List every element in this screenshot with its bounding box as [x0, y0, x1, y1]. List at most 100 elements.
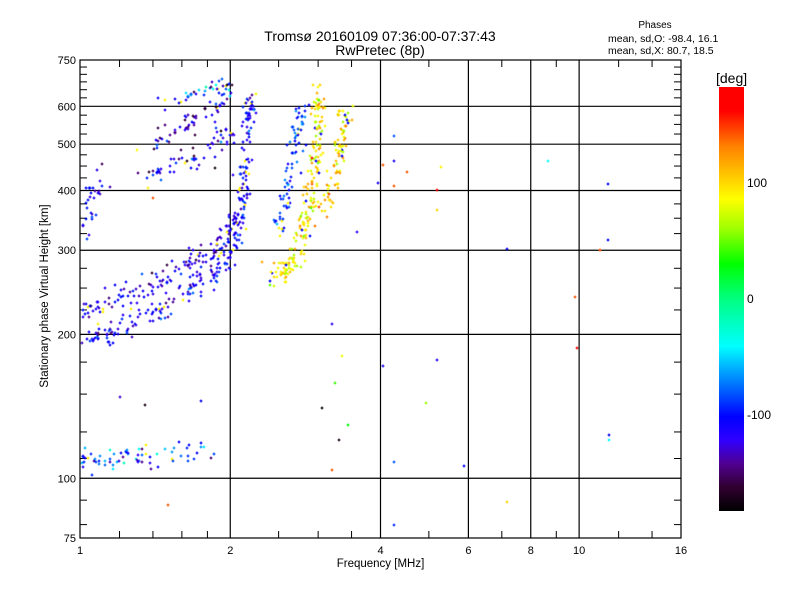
data-point	[227, 82, 231, 86]
data-point	[126, 327, 130, 331]
data-point	[274, 270, 278, 274]
data-point	[122, 461, 126, 465]
data-point	[111, 463, 115, 467]
data-point	[318, 126, 322, 130]
data-point	[219, 140, 223, 144]
tick-labels: 1 2 4 6 8 10 16 75 100 200 300 400 500 600 750	[58, 55, 687, 557]
data-point	[288, 140, 292, 144]
data-point	[103, 463, 107, 467]
data-point	[216, 236, 220, 240]
data-point	[159, 178, 163, 182]
data-point	[300, 122, 304, 126]
data-point	[227, 240, 231, 244]
data-point	[212, 452, 216, 456]
data-point	[203, 106, 207, 110]
data-point	[297, 106, 301, 110]
data-point	[101, 310, 105, 314]
data-point	[218, 104, 222, 108]
data-point	[111, 467, 115, 471]
data-point	[195, 167, 199, 171]
data-point	[140, 447, 144, 451]
data-point	[135, 458, 139, 462]
data-point	[607, 438, 611, 442]
data-point	[306, 221, 310, 225]
data-point	[124, 280, 128, 284]
data-point	[314, 134, 318, 138]
data-point	[133, 322, 137, 326]
data-point	[293, 247, 297, 251]
data-point	[91, 339, 95, 343]
data-point	[195, 451, 199, 455]
data-point	[202, 445, 206, 449]
data-point	[173, 131, 177, 135]
data-point	[84, 217, 88, 221]
data-point	[297, 111, 301, 115]
data-point	[305, 216, 309, 220]
data-point	[405, 170, 409, 174]
data-point	[244, 178, 248, 182]
data-point	[315, 126, 319, 130]
data-point	[147, 282, 151, 286]
data-point	[134, 287, 138, 291]
data-point	[191, 248, 195, 252]
data-point	[163, 108, 167, 112]
data-point	[245, 196, 249, 200]
data-point	[199, 294, 203, 298]
data-point	[275, 275, 279, 279]
data-point	[312, 200, 316, 204]
data-point	[158, 136, 162, 140]
data-point	[312, 157, 316, 161]
data-point	[162, 305, 166, 309]
data-point	[204, 115, 208, 119]
data-point	[120, 317, 124, 321]
data-point	[91, 186, 95, 190]
data-point	[292, 253, 296, 257]
data-point	[284, 275, 288, 279]
data-point	[232, 141, 236, 145]
data-point	[208, 146, 212, 150]
data-point	[186, 264, 190, 268]
data-point	[121, 455, 125, 459]
data-point	[116, 298, 120, 302]
data-point	[188, 260, 192, 264]
data-point	[140, 460, 144, 464]
y-tick-label: 750	[58, 55, 76, 67]
data-point	[290, 166, 294, 170]
data-point	[183, 114, 187, 118]
data-point	[204, 253, 208, 257]
data-point	[340, 132, 344, 136]
data-point	[229, 91, 233, 95]
data-point	[347, 119, 351, 123]
data-point	[319, 153, 323, 157]
data-point	[247, 117, 251, 121]
data-point	[184, 126, 188, 130]
data-point	[85, 206, 89, 210]
data-point	[209, 257, 213, 261]
data-point	[306, 187, 310, 191]
data-point	[218, 235, 222, 239]
data-point	[183, 161, 187, 165]
data-point	[435, 208, 439, 212]
data-point	[96, 337, 100, 341]
data-point	[287, 266, 291, 270]
data-point	[135, 301, 139, 305]
data-point	[310, 106, 314, 110]
data-point	[105, 336, 109, 340]
data-point	[116, 332, 120, 336]
data-point	[222, 92, 226, 96]
data-point	[194, 92, 198, 96]
data-point	[294, 150, 298, 154]
data-point	[187, 443, 191, 447]
data-point	[314, 104, 318, 108]
data-point	[215, 266, 219, 270]
data-point	[146, 293, 150, 297]
data-point	[91, 309, 95, 313]
data-point	[97, 189, 101, 193]
data-point	[155, 452, 159, 456]
data-point	[86, 198, 90, 202]
data-point	[191, 273, 195, 277]
data-point	[309, 169, 313, 173]
data-point	[179, 148, 183, 152]
data-point	[151, 169, 155, 173]
